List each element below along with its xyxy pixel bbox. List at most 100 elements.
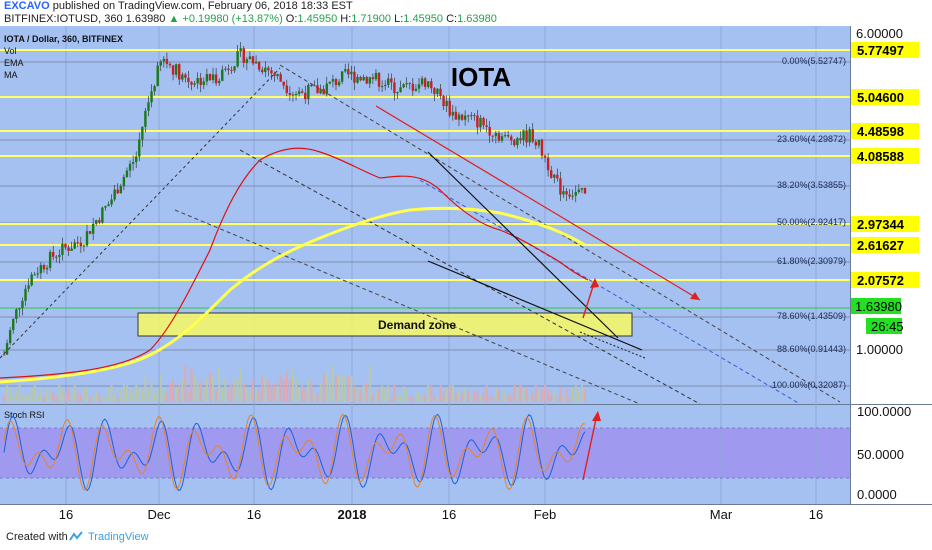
- volume-bar: [233, 377, 236, 402]
- level-badges: 5.77497 5.04600 4.48598 4.08588 2.97344 …: [851, 42, 919, 288]
- volume-bar: [221, 388, 224, 402]
- volume-bar: [122, 385, 125, 402]
- candle-body: [27, 285, 30, 289]
- volume-bar: [21, 395, 24, 402]
- volume-bar: [414, 393, 417, 402]
- volume-bar: [580, 385, 583, 402]
- candle-body: [18, 308, 21, 310]
- volume-bar: [138, 386, 141, 402]
- candle-body: [516, 138, 519, 146]
- fib-label: 50.00%(2.92417): [777, 217, 846, 227]
- volume-bar: [362, 384, 365, 402]
- tradingview-logo-icon[interactable]: [68, 531, 84, 542]
- volume-bar: [448, 384, 451, 402]
- candle-body: [79, 242, 83, 247]
- volume-bar: [494, 387, 497, 402]
- candle-body: [110, 199, 113, 205]
- volume-bar: [565, 389, 568, 402]
- candle-body: [556, 174, 559, 179]
- volume-bar: [218, 366, 221, 402]
- volume-bar: [135, 385, 138, 402]
- candle-body: [365, 76, 368, 84]
- volume-bar: [172, 379, 175, 402]
- volume-bar: [310, 381, 313, 402]
- level-badge: 2.07572: [857, 273, 904, 288]
- rsi-tick-0: 0.0000: [857, 487, 897, 502]
- tradingview-brand-link[interactable]: TradingView: [88, 531, 149, 543]
- volume-bar: [175, 386, 178, 402]
- candle-body: [95, 220, 98, 224]
- candle-body: [411, 83, 415, 91]
- candle-body: [402, 84, 405, 88]
- change-text: ▲ +0.19980 (+13.87%): [168, 13, 283, 25]
- ma-line: [0, 206, 586, 384]
- volume-bar: [421, 396, 424, 402]
- volume-bar: [374, 391, 377, 402]
- candle-body: [181, 74, 184, 80]
- candle-body: [537, 139, 541, 146]
- candle-body: [264, 67, 267, 73]
- candle-body: [399, 87, 402, 93]
- legend-ema: EMA: [4, 58, 24, 68]
- candle-body: [476, 115, 479, 128]
- candle-body: [70, 248, 73, 251]
- time-label: Dec: [147, 507, 171, 522]
- fib-label: 61.80%(2.30979): [777, 256, 846, 266]
- candle-body: [178, 64, 181, 80]
- volume-bar: [525, 387, 528, 402]
- candle-body: [107, 204, 110, 207]
- candle-body: [340, 71, 344, 82]
- price-axis-bg: [850, 26, 932, 504]
- candle-body: [76, 242, 79, 244]
- volume-bar: [227, 389, 230, 402]
- volume-bar: [408, 395, 411, 402]
- volume-bar: [49, 391, 52, 402]
- candle-body: [205, 74, 209, 82]
- low-label: L:: [394, 13, 404, 25]
- volume-bar: [347, 376, 350, 402]
- author-name[interactable]: EXCAVO: [4, 0, 50, 12]
- volume-bar: [344, 377, 347, 402]
- volume-bar: [132, 392, 135, 402]
- volume-bar: [212, 376, 215, 402]
- time-label: 16: [809, 507, 823, 522]
- volume-bar: [424, 394, 427, 402]
- volume-bar: [52, 391, 55, 402]
- candle-body: [55, 256, 58, 258]
- candle-body: [261, 69, 264, 73]
- candle-body: [21, 300, 24, 309]
- last-price-badge: 1.63980: [855, 299, 902, 314]
- volume-bar: [439, 385, 442, 402]
- candle-body: [549, 170, 553, 178]
- high-value: 1.71900: [351, 13, 392, 25]
- candle-body: [513, 140, 516, 146]
- candle-body: [466, 115, 470, 117]
- candle-body: [294, 94, 298, 96]
- legend-title: IOTA / Dollar, 360, BITFINEX: [4, 34, 123, 44]
- candle-body: [442, 96, 445, 107]
- candle-body: [159, 61, 162, 66]
- candle-body: [153, 86, 156, 92]
- candle-body: [307, 84, 310, 100]
- volume-bar: [55, 396, 58, 402]
- level-badge: 4.08588: [857, 149, 904, 164]
- price-tick-top: 6.00000: [856, 26, 903, 41]
- candle-body: [128, 163, 132, 171]
- volume-bar: [350, 375, 353, 402]
- volume-bar: [442, 392, 445, 402]
- volume-bar: [258, 389, 261, 402]
- candle-body: [5, 343, 9, 355]
- candle-body: [73, 242, 76, 249]
- candle-body: [519, 138, 522, 141]
- candle-body: [184, 74, 187, 78]
- candle-body: [144, 110, 147, 127]
- candle-body: [187, 77, 190, 83]
- candle-body: [270, 70, 273, 74]
- volume-bar: [107, 387, 110, 402]
- close-label: C:: [446, 13, 458, 25]
- time-label: 16: [442, 507, 456, 522]
- candle-body: [331, 79, 335, 82]
- candle-body: [51, 251, 55, 257]
- volume-bar: [537, 390, 540, 402]
